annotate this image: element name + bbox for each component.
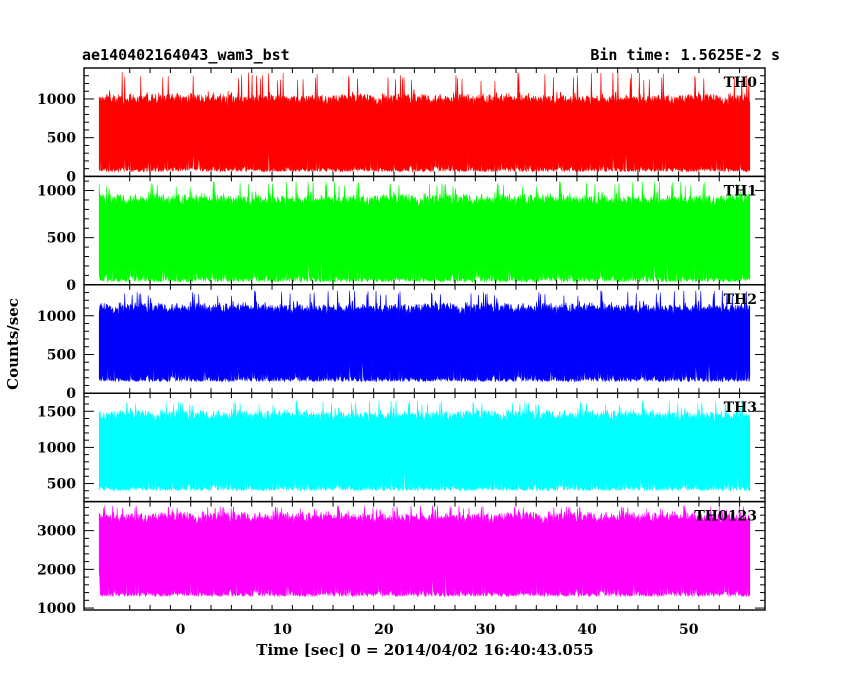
panel-label-th2: TH2 (724, 292, 757, 308)
x-tick-label: 0 (176, 622, 186, 638)
y-tick-label: 1000 (37, 184, 76, 200)
panel-label-th0123: TH0123 (694, 509, 757, 525)
y-tick-label: 500 (47, 347, 76, 363)
x-tick-label: 40 (577, 622, 597, 638)
y-tick-label: 0 (66, 386, 76, 402)
x-tick-label: 30 (476, 622, 496, 638)
panel-th1: 0 500 1000 TH1 (37, 175, 766, 294)
x-tick-label: 50 (679, 622, 699, 638)
series-core-th2 (99, 321, 750, 363)
y-tick-label: 0 (66, 278, 76, 294)
panels: 0 500 1000 TH0 0 500 1000 TH1 0 500 1000 TH2 500 1000… (37, 67, 766, 617)
panel-label-th0: TH0 (724, 75, 758, 91)
panel-frame (83, 500, 766, 611)
y-tick-label: 500 (47, 131, 76, 147)
x-axis-label: Time [sec] 0 = 2014/04/02 16:40:43.055 (256, 641, 593, 659)
series-core-th3 (99, 429, 750, 471)
panel-label-th1: TH1 (724, 183, 757, 199)
y-tick-label: 2000 (37, 562, 76, 578)
x-tick-label: 10 (272, 622, 292, 638)
y-tick-label: 1000 (37, 601, 76, 617)
series-core-th0 (99, 112, 750, 153)
y-tick-label: 0 (66, 169, 76, 185)
panel-th3: 500 1000 1500 TH3 (37, 392, 766, 503)
header-left: ae140402164043_wam3_bst (82, 46, 290, 64)
panel-th2: 0 500 1000 TH2 (37, 284, 766, 402)
y-tick-label: 500 (47, 231, 76, 247)
y-axis-label: Counts/sec (4, 298, 22, 390)
y-tick-label: 1000 (37, 92, 76, 108)
y-tick-label: 500 (47, 477, 76, 493)
panel-th0: 0 500 1000 TH0 (37, 67, 766, 185)
series-core-th1 (99, 214, 750, 261)
x-axis-ticks: 0 10 20 30 40 50 (176, 622, 699, 638)
y-tick-label: 3000 (37, 524, 76, 540)
x-tick-label: 20 (374, 622, 394, 638)
panel-label-th3: TH3 (724, 400, 757, 416)
y-tick-label: 1500 (37, 404, 76, 420)
panel-th0123: 1000 2000 3000 TH0123 (37, 500, 766, 617)
y-tick-label: 1000 (37, 309, 76, 325)
series-core-th0123 (99, 531, 750, 576)
y-tick-label: 1000 (37, 440, 76, 456)
header-right: Bin time: 1.5625E-2 s (590, 46, 780, 64)
